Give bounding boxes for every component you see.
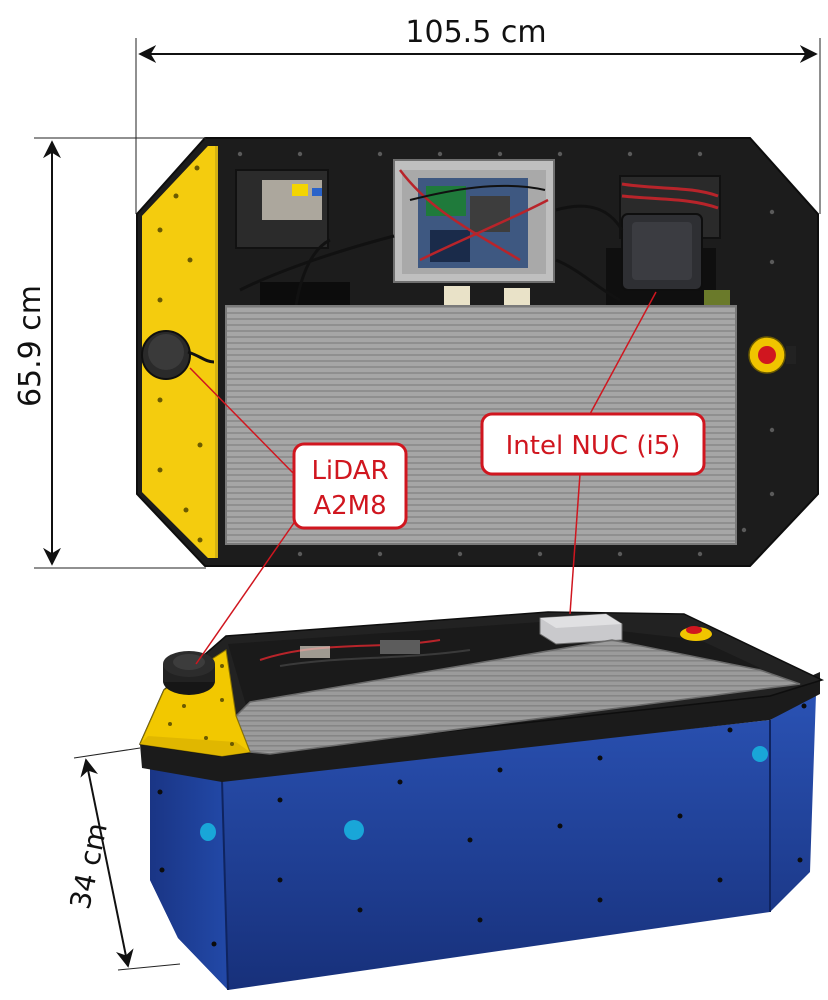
length-dimension-label: 105.5 cm [405, 15, 546, 50]
perspective-view [138, 611, 825, 991]
height-dimension-label: 34 cm [64, 820, 114, 912]
lidar-perspective-icon [163, 651, 215, 695]
intel-nuc-unit [621, 213, 703, 291]
emergency-stop-icon [748, 336, 796, 374]
lidar-sensor-icon [141, 330, 215, 380]
nuc-callout-label: Intel NUC (i5) [506, 431, 681, 461]
top-view [136, 137, 819, 567]
nuc-callout: Intel NUC (i5) [480, 291, 706, 615]
dimension-length: 105.5 cm [135, 15, 821, 214]
dimension-width: 65.9 cm [13, 137, 206, 569]
lidar-callout-line2: A2M8 [313, 491, 386, 521]
front-blue-panel [150, 694, 816, 990]
lidar-callout: LiDAR A2M8 [189, 367, 408, 665]
nuc-perspective-icon [539, 613, 623, 645]
width-dimension-label: 65.9 cm [13, 285, 48, 407]
side-markers [200, 746, 768, 841]
perspective-rubber-mat [235, 639, 801, 755]
lidar-callout-line1: LiDAR [311, 456, 388, 486]
emergency-stop-perspective-icon [680, 626, 712, 641]
